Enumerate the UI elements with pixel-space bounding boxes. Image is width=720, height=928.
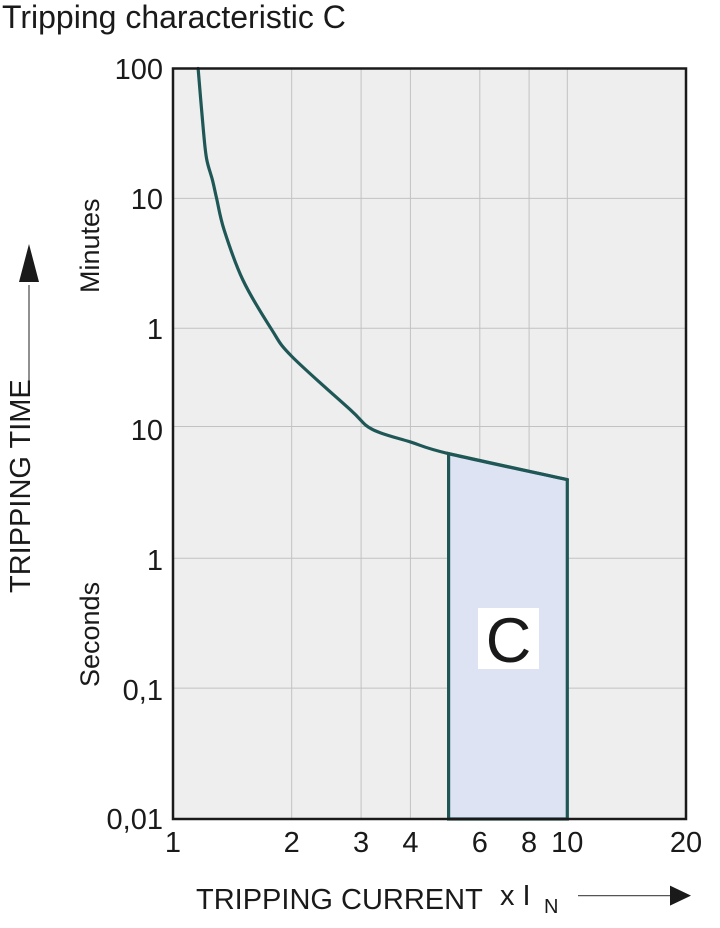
svg-text:Seconds: Seconds <box>75 582 105 687</box>
svg-text:10: 10 <box>131 415 163 447</box>
svg-text:x I: x I <box>500 880 531 912</box>
svg-text:20: 20 <box>670 827 702 859</box>
svg-text:3: 3 <box>353 827 369 859</box>
svg-text:10: 10 <box>131 184 163 216</box>
svg-text:0,1: 0,1 <box>123 675 163 707</box>
svg-text:TRIPPING TIME: TRIPPING TIME <box>5 379 37 593</box>
svg-text:6: 6 <box>472 827 488 859</box>
svg-text:C: C <box>486 606 532 676</box>
svg-text:4: 4 <box>402 827 418 859</box>
svg-text:0,01: 0,01 <box>107 804 163 836</box>
svg-text:2: 2 <box>284 827 300 859</box>
svg-text:1: 1 <box>147 314 163 346</box>
svg-text:1: 1 <box>147 545 163 577</box>
svg-text:8: 8 <box>521 827 537 859</box>
svg-text:N: N <box>544 896 558 918</box>
svg-text:100: 100 <box>115 54 163 86</box>
svg-text:Minutes: Minutes <box>75 198 105 293</box>
svg-text:1: 1 <box>165 827 181 859</box>
svg-text:10: 10 <box>551 827 583 859</box>
svg-text:TRIPPING CURRENT: TRIPPING CURRENT <box>196 884 483 916</box>
